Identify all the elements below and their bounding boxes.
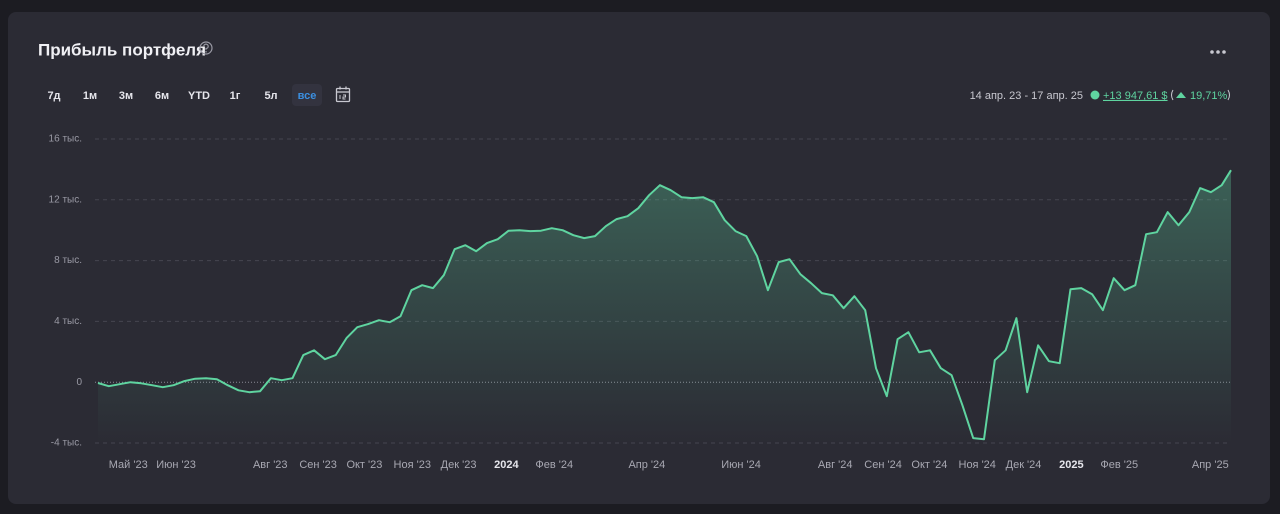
x-tick-label: Апр '25 bbox=[1192, 459, 1229, 471]
x-tick-label: Дек '23 bbox=[441, 459, 477, 471]
x-tick-label: Ноя '24 bbox=[959, 459, 996, 471]
y-tick-label: 4 тыс. bbox=[54, 316, 82, 327]
x-tick-label: Сен '23 bbox=[299, 459, 337, 471]
y-tick-label: 8 тыс. bbox=[54, 255, 82, 266]
y-tick-label: 12 тыс. bbox=[49, 194, 82, 205]
x-tick-label: Май '23 bbox=[109, 459, 148, 471]
paren bbox=[1171, 89, 1174, 101]
x-tick-label: Фев '24 bbox=[535, 459, 573, 471]
calendar-icon[interactable] bbox=[335, 86, 351, 103]
title: Прибыль портфеля bbox=[38, 40, 206, 59]
period-button[interactable]: 5л bbox=[264, 90, 277, 102]
period-button[interactable]: YTD bbox=[188, 90, 210, 102]
menu-dots[interactable] bbox=[1210, 50, 1226, 54]
x-tick-label: Ноя '23 bbox=[394, 459, 431, 471]
area bbox=[98, 170, 1231, 443]
x-tick-label: Июн '23 bbox=[156, 459, 196, 471]
y-tick-label: -4 тыс. bbox=[51, 438, 82, 449]
period-button[interactable]: 1м bbox=[83, 90, 97, 102]
x-tick-label: Фев '25 bbox=[1100, 459, 1138, 471]
x-tick-label: Апр '24 bbox=[628, 459, 665, 471]
line bbox=[97, 169, 1232, 441]
x-tick-label: 2025 bbox=[1059, 459, 1083, 471]
period-button[interactable]: 1г bbox=[230, 90, 241, 102]
x-tick-label: Авг '23 bbox=[253, 459, 288, 471]
period-button[interactable]: 7д bbox=[47, 90, 60, 102]
period-button[interactable]: все bbox=[298, 90, 317, 102]
x-tick-label: Сен '24 bbox=[864, 459, 902, 471]
y-tick-label: 0 bbox=[76, 377, 82, 388]
x-tick-label: Окт '24 bbox=[911, 459, 947, 471]
date-range: 14 апр. 23 - 17 апр. 25 bbox=[970, 90, 1083, 102]
x-tick-label: Авг '24 bbox=[818, 459, 853, 471]
x-tick-label: Окт '23 bbox=[346, 459, 382, 471]
period-active-bg bbox=[292, 84, 322, 106]
x-tick-label: 2024 bbox=[494, 459, 519, 471]
help-icon[interactable] bbox=[199, 41, 213, 55]
x-tick-label: Дек '24 bbox=[1006, 459, 1042, 471]
period-button[interactable]: 6м bbox=[155, 90, 169, 102]
up-icon bbox=[1176, 92, 1186, 98]
period-button[interactable]: 3м bbox=[119, 90, 133, 102]
change-pct: 19,71% bbox=[1190, 90, 1228, 102]
x-tick-label: Июн '24 bbox=[721, 459, 761, 471]
y-tick-label: 16 тыс. bbox=[49, 134, 82, 145]
change-abs[interactable]: +13 947,61 $ bbox=[1103, 90, 1168, 102]
status-dot bbox=[1090, 90, 1100, 100]
paren bbox=[1227, 89, 1230, 101]
